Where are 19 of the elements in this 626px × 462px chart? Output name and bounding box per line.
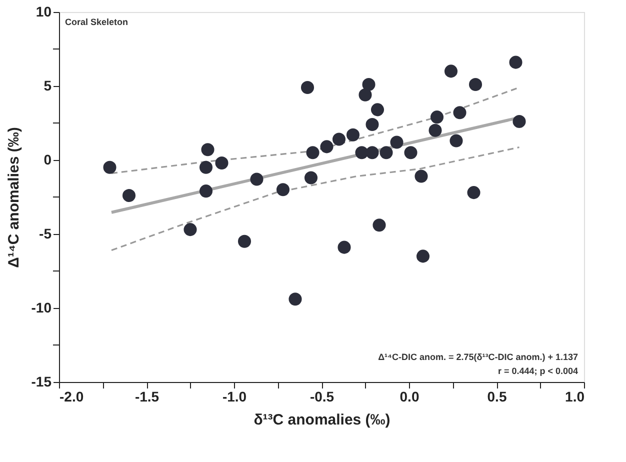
annotation: Δ¹⁴C-DIC anom. = 2.75(δ¹³C-DIC anom.) + 1.137 bbox=[378, 352, 578, 362]
annotation: r = 0.444; p < 0.004 bbox=[498, 366, 578, 376]
annotation: Coral Skeleton bbox=[65, 17, 128, 27]
y-tick-label: -5 bbox=[39, 226, 52, 242]
x-tick-label: -1.0 bbox=[222, 388, 247, 404]
y-tick-label: -15 bbox=[31, 374, 52, 390]
y-tick-label: 5 bbox=[44, 78, 52, 94]
y-tick-label: 10 bbox=[36, 4, 52, 20]
line-series bbox=[110, 146, 520, 252]
y-axis-title: Δ¹⁴C anomalies (‰) bbox=[5, 127, 22, 268]
x-axis-title: δ¹³C anomalies (‰) bbox=[254, 412, 390, 428]
x-tick-label: 0.5 bbox=[487, 388, 507, 404]
x-tick-label: 0.0 bbox=[400, 388, 420, 404]
y-tick-label: 0 bbox=[44, 152, 52, 168]
x-tick-label: 1.0 bbox=[565, 388, 585, 404]
x-tick-label: -2.0 bbox=[60, 388, 84, 404]
x-tick-label: -1.5 bbox=[134, 388, 160, 404]
x-tick-label: -0.5 bbox=[310, 388, 334, 404]
y-tick-label: -10 bbox=[31, 300, 52, 316]
